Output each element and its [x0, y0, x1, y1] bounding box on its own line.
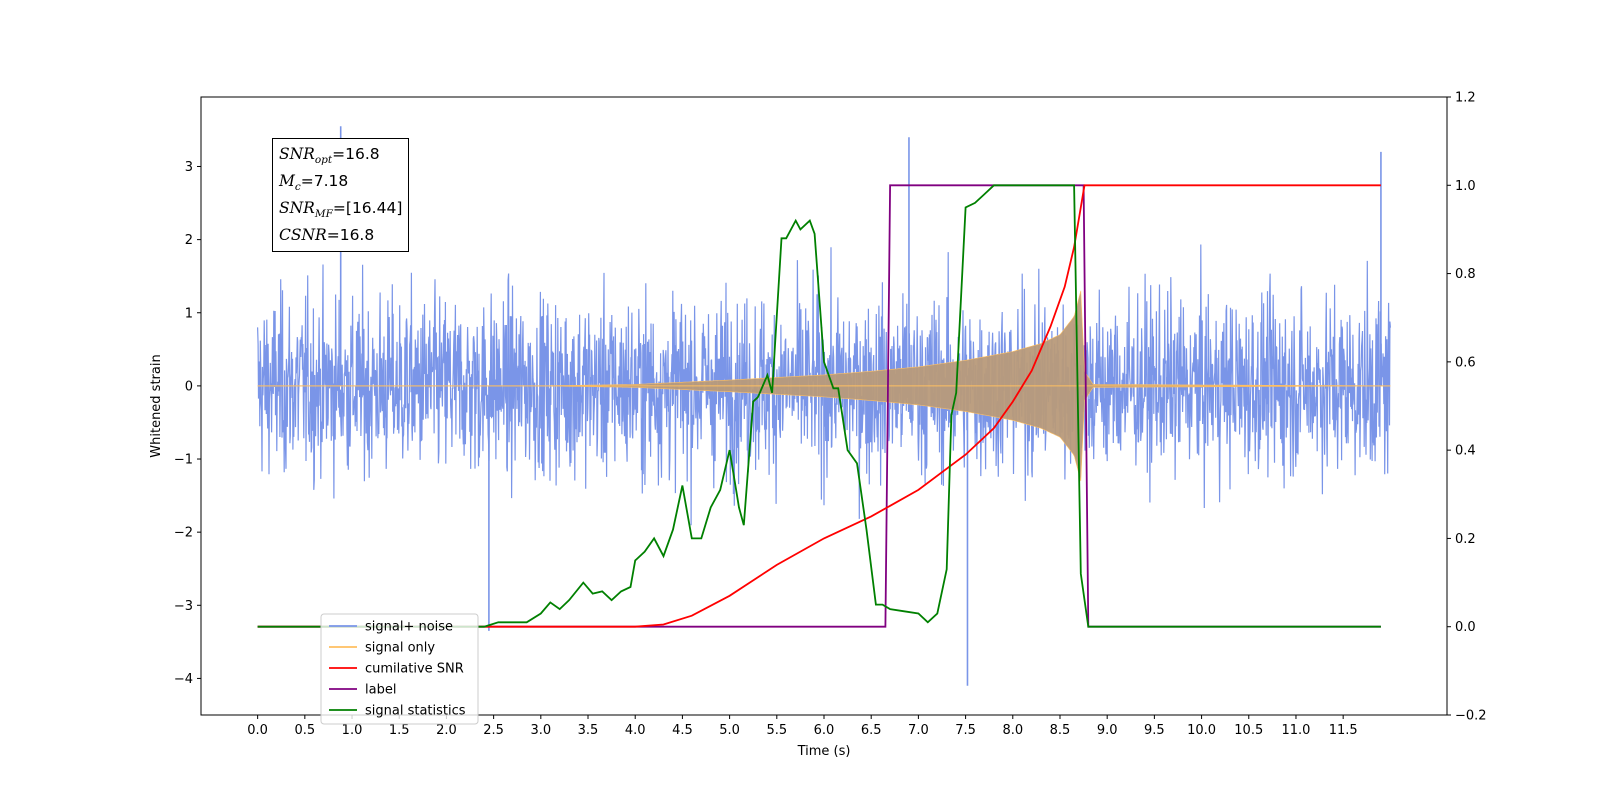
x-tick-label: 10.0	[1187, 723, 1216, 738]
x-tick-label: 6.0	[814, 723, 835, 738]
x-axis-title: Time (s)	[797, 744, 851, 759]
signal-statistics-line	[257, 184, 1381, 628]
x-tick-label: 0.5	[294, 723, 315, 738]
left-y-tick-label: −4	[174, 672, 193, 687]
snr-opt-line: SNRopt=16.8	[279, 145, 380, 167]
legend-box	[320, 613, 479, 725]
left-y-tick-label: 3	[185, 160, 193, 175]
left-y-tick-label: −2	[174, 526, 193, 541]
x-tick-label: 3.0	[530, 723, 551, 738]
x-tick-label: 4.5	[672, 723, 693, 738]
x-tick-label: 2.0	[436, 723, 457, 738]
chirp-mass-line: Mc=7.18	[279, 172, 349, 194]
left-y-tick-label: 2	[185, 233, 193, 248]
legend-label: cumilative SNR	[365, 662, 464, 677]
x-tick-label: 5.5	[766, 723, 787, 738]
legend-label: signal+ noise	[365, 620, 453, 635]
cumilative-snr-line	[257, 184, 1381, 628]
right-y-tick-label: 0.8	[1455, 267, 1476, 282]
x-tick-label: 2.5	[483, 723, 504, 738]
right-axis-series	[257, 184, 1381, 628]
right-y-tick-label: 1.0	[1455, 179, 1476, 194]
left-y-tick-label: 0	[185, 379, 193, 394]
snr-mf-line: SNRMF=[16.44]	[279, 199, 403, 221]
csnr-line: CSNR=16.8	[279, 226, 375, 245]
x-tick-label: 8.5	[1050, 723, 1071, 738]
x-tick-label: 7.5	[955, 723, 976, 738]
x-tick-label: 8.0	[1002, 723, 1023, 738]
x-tick-label: 9.0	[1097, 723, 1118, 738]
left-y-tick-label: −3	[174, 599, 193, 614]
x-tick-label: 1.5	[389, 723, 410, 738]
right-y-tick-label: 0.4	[1455, 444, 1476, 459]
left-y-axis: 3 2 1 0 −1 −2 −3 −4	[174, 160, 201, 687]
x-tick-label: 10.5	[1234, 723, 1263, 738]
signal-only-series	[257, 290, 1391, 482]
x-tick-label: 0.0	[247, 723, 268, 738]
x-tick-label: 4.0	[625, 723, 646, 738]
right-y-tick-label: 0.2	[1455, 532, 1476, 547]
right-y-tick-label: 0.0	[1455, 620, 1476, 635]
legend-label: signal statistics	[365, 704, 466, 719]
x-tick-label: 7.0	[908, 723, 929, 738]
legend: signal+ noise signal only cumilative SNR la…	[320, 613, 479, 725]
legend-label: label	[365, 683, 396, 698]
x-tick-label: 11.0	[1281, 723, 1310, 738]
signal-plus-noise-line	[257, 244, 1391, 526]
left-y-tick-label: 1	[185, 306, 193, 321]
x-tick-label: 9.5	[1144, 723, 1165, 738]
signal-plus-noise-series	[257, 126, 1391, 686]
x-axis: 0.0 0.5 1.0 1.5 2.0 2.5 3.0 3.5 4.0 4.5 5.0 5.5 6.0 6…	[247, 715, 1358, 738]
left-y-tick-label: −1	[174, 453, 193, 468]
annotation-box: SNRopt=16.8 Mc=7.18 SNRMF=[16.44] CSNR=1…	[272, 138, 410, 253]
x-tick-label: 3.5	[578, 723, 599, 738]
x-tick-label: 11.5	[1329, 723, 1358, 738]
x-tick-label: 6.5	[861, 723, 882, 738]
x-tick-label: 1.0	[342, 723, 363, 738]
legend-label: signal only	[365, 641, 435, 656]
right-y-tick-label: 0.6	[1455, 355, 1476, 370]
right-y-tick-label: −0.2	[1455, 709, 1487, 724]
right-y-tick-label: 1.2	[1455, 91, 1476, 106]
x-tick-label: 5.0	[719, 723, 740, 738]
right-y-axis: 1.2 1.0 0.8 0.6 0.4 0.2 0.0 −0.2	[1447, 91, 1487, 724]
y-axis-title: Whitened strain	[149, 354, 164, 457]
